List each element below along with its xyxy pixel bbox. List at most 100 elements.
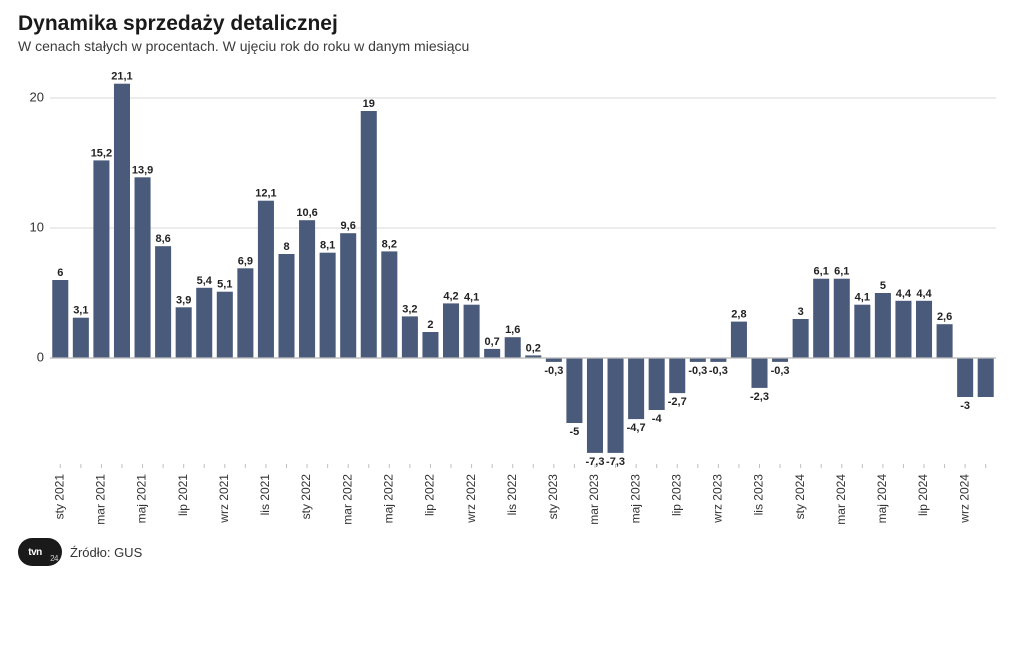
bar-value-label: 4,1 [855, 292, 870, 304]
bar [93, 160, 109, 358]
bar [957, 358, 973, 397]
bar-value-label: 6 [57, 267, 63, 279]
bar-value-label: 6,1 [814, 266, 829, 278]
bar [237, 268, 253, 358]
bar-value-label: 8 [283, 241, 289, 253]
bar [587, 358, 603, 453]
chart-subtitle: W cenach stałych w procentach. W ujęciu … [18, 38, 1002, 54]
bar [381, 251, 397, 358]
bar [443, 303, 459, 358]
bar-value-label: -2,3 [750, 391, 769, 403]
x-tick-label: mar 2023 [587, 474, 601, 525]
x-tick-label: lip 2024 [916, 474, 930, 516]
bar-value-label: 3,1 [73, 305, 88, 317]
bar-value-label: 4,2 [443, 290, 458, 302]
bar [155, 246, 171, 358]
x-tick-label: sty 2022 [299, 474, 313, 520]
x-tick-label: wrz 2022 [464, 474, 478, 524]
bar-value-label: 5,4 [197, 275, 213, 287]
bar [402, 316, 418, 358]
bar [566, 358, 582, 423]
bar-value-label: 0,2 [526, 342, 541, 354]
bar-value-label: 2 [427, 319, 433, 331]
bar-value-label: 21,1 [111, 71, 132, 83]
bar-value-label: 8,6 [155, 233, 170, 245]
y-tick-label: 10 [30, 219, 44, 234]
bar-value-label: 4,4 [896, 288, 912, 300]
bar [834, 279, 850, 358]
bar-value-label: 4,1 [464, 292, 479, 304]
bar-value-label: 5 [880, 280, 886, 292]
x-tick-label: mar 2024 [834, 474, 848, 525]
bar [320, 253, 336, 358]
bar-value-label: 13,9 [132, 164, 153, 176]
chart-container: Dynamika sprzedaży detalicznej W cenach … [0, 0, 1020, 650]
x-tick-label: lip 2021 [176, 474, 190, 516]
y-tick-label: 0 [37, 349, 44, 364]
bar [196, 288, 212, 358]
bar [217, 292, 233, 358]
x-tick-label: mar 2021 [94, 474, 108, 525]
bar-value-label: -3 [960, 400, 970, 412]
x-tick-label: mar 2022 [340, 474, 354, 525]
bar-value-label: 5,1 [217, 279, 232, 291]
bar-value-label: -4,7 [627, 422, 646, 434]
bar [135, 177, 151, 358]
bar-value-label: 3,2 [402, 303, 417, 315]
logo-text: tvn [28, 547, 52, 558]
x-tick-label: maj 2021 [135, 474, 149, 524]
bar-value-label: 9,6 [341, 220, 356, 232]
bar-value-label: 15,2 [91, 147, 112, 159]
bar-chart-svg: 0102063,115,221,113,98,63,95,45,16,912,1… [18, 62, 1002, 602]
bar-value-label: 4,4 [916, 288, 932, 300]
x-tick-label: lip 2022 [423, 474, 437, 516]
x-tick-label: maj 2023 [628, 474, 642, 524]
bar [422, 332, 438, 358]
bar-value-label: 6,9 [238, 255, 253, 267]
bar [793, 319, 809, 358]
bar [628, 358, 644, 419]
x-tick-label: lis 2022 [505, 474, 519, 516]
bar [340, 233, 356, 358]
bar [937, 324, 953, 358]
bar-value-label: 19 [363, 98, 375, 110]
bar [52, 280, 68, 358]
bar [649, 358, 665, 410]
bar [916, 301, 932, 358]
bar [258, 201, 274, 358]
bar-value-label: 10,6 [296, 207, 317, 219]
bar [73, 318, 89, 358]
x-tick-label: sty 2023 [546, 474, 560, 520]
bar [278, 254, 294, 358]
bar-value-label: -0,3 [709, 365, 728, 377]
bar [608, 358, 624, 453]
bar [464, 305, 480, 358]
x-tick-label: lip 2023 [669, 474, 683, 516]
plot-area: 0102063,115,221,113,98,63,95,45,16,912,1… [18, 62, 1002, 532]
x-tick-label: sty 2021 [52, 474, 66, 520]
y-tick-label: 20 [30, 89, 44, 104]
bar-value-label: 8,1 [320, 240, 335, 252]
bar [669, 358, 685, 393]
x-tick-label: lis 2023 [752, 474, 766, 516]
bar-value-label: 6,1 [834, 266, 849, 278]
bar [361, 111, 377, 358]
bar [854, 305, 870, 358]
x-tick-label: maj 2024 [875, 474, 889, 524]
bar [813, 279, 829, 358]
bar-value-label: 3 [798, 306, 804, 318]
bar-value-label: -0,3 [688, 365, 707, 377]
x-tick-label: wrz 2023 [711, 474, 725, 524]
bar [751, 358, 767, 388]
bar-value-label: -4 [652, 413, 663, 425]
bar-value-label: 2,6 [937, 311, 952, 323]
bar-value-label: -0,3 [544, 365, 563, 377]
bar [299, 220, 315, 358]
bar-value-label: -0,3 [771, 365, 790, 377]
tvn24-logo: tvn [18, 538, 62, 566]
bar [505, 337, 521, 358]
bar-value-label: 1,6 [505, 324, 520, 336]
x-tick-label: wrz 2024 [957, 474, 971, 524]
bar [176, 307, 192, 358]
bar [875, 293, 891, 358]
